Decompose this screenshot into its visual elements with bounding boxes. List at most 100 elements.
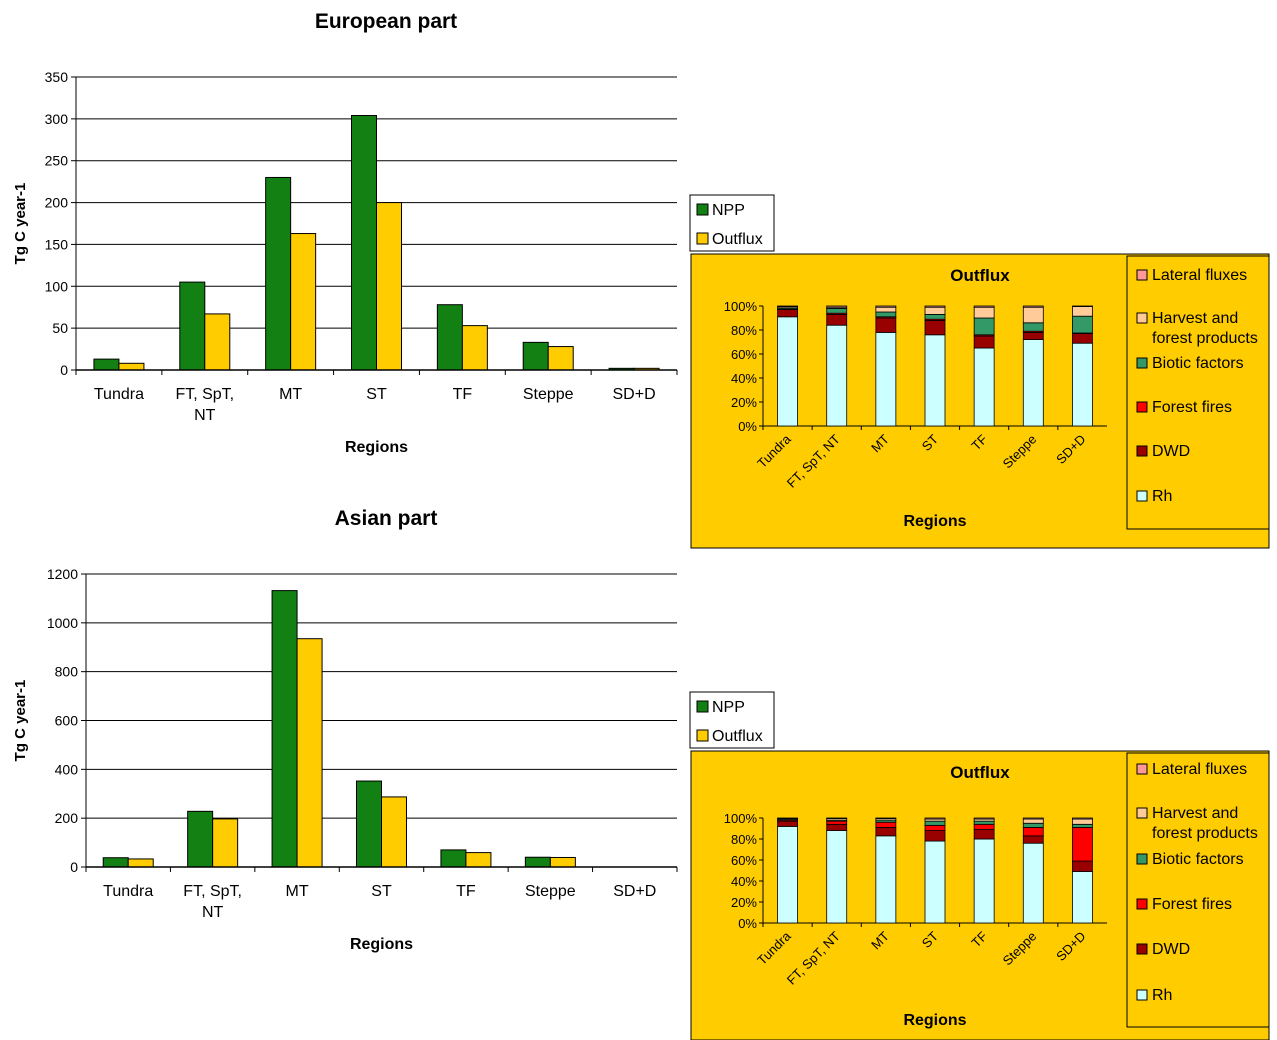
y-axis-label: Tg C year-1 (12, 183, 29, 265)
x-tick-label: MT (286, 883, 309, 900)
bar-npp (271, 590, 298, 868)
bar-npp (93, 358, 120, 371)
x-tick-label-line: TF (453, 386, 473, 403)
y-tick-label: 400 (55, 761, 79, 777)
segment-lateral-fluxes (973, 817, 995, 820)
segment-rh (1072, 342, 1093, 427)
x-tick-label-line: TF (456, 883, 476, 900)
legend-label: Biotic factors (1152, 355, 1244, 372)
legend-label-line: Lateral fluxes (1152, 761, 1247, 778)
legend-label-line: Biotic factors (1152, 355, 1244, 372)
legend-label-line: forest products (1152, 330, 1258, 347)
legend: Lateral fluxes Harvest and forest products… (1126, 255, 1270, 530)
segment-lateral-fluxes (826, 305, 848, 308)
bar-chart-asian: Asian part 0 200 400 600 800 1000 1200 Tundra FT,… (12, 507, 775, 953)
segment-harvest-and-forest-products (875, 306, 897, 313)
segment-biotic-factors (924, 313, 946, 320)
segment-biotic-factors (826, 307, 848, 314)
bar-outflux (127, 858, 154, 868)
x-tick-label-line: Tundra (94, 386, 144, 403)
x-axis-label: Regions (350, 936, 413, 953)
segment-biotic-factors (1072, 315, 1093, 334)
y-tick-label: 60% (731, 853, 757, 868)
bar-outflux (381, 796, 407, 868)
x-tick-label: TF (453, 386, 473, 403)
segment-lateral-fluxes (777, 817, 798, 819)
x-tick-label: ST (371, 883, 392, 900)
x-tick-label-line: FT, SpT, (175, 386, 234, 403)
x-tick-label-line: SD+D (613, 386, 656, 403)
y-tick-label: 200 (45, 195, 69, 211)
x-tick-label-line: Steppe (523, 386, 574, 403)
segment-rh (1072, 871, 1093, 924)
legend-swatch (696, 729, 709, 742)
legend-swatch (1136, 312, 1148, 324)
y-tick-label: 250 (45, 153, 69, 169)
legend-swatch (1136, 898, 1148, 910)
segment-lateral-fluxes (1072, 305, 1093, 308)
legend-label-line: Biotic factors (1152, 851, 1244, 868)
segment-lateral-fluxes (1022, 305, 1044, 308)
legend-label-line: DWD (1152, 443, 1190, 460)
legend-box (1126, 752, 1270, 1028)
y-tick-label: 150 (45, 236, 69, 252)
y-tick-label: 50 (52, 320, 68, 336)
segment-lateral-fluxes (826, 817, 848, 819)
x-tick-label: Steppe (523, 386, 574, 403)
legend-swatch (1136, 853, 1148, 865)
segment-lateral-fluxes (875, 817, 897, 819)
y-tick-label: 0 (70, 859, 78, 875)
legend-label: DWD (1152, 941, 1190, 958)
legend: NPP Outflux (689, 194, 775, 252)
x-tick-label: TF (456, 883, 476, 900)
bar-outflux (465, 852, 492, 868)
segment-dwd (1022, 331, 1044, 340)
legend-label: Harvest and forest products (1152, 310, 1258, 347)
x-tick-label: Tundra (94, 386, 144, 403)
x-tick-label-line: MT (286, 883, 309, 900)
legend-label: Outflux (712, 231, 763, 248)
segment-harvest-and-forest-products (1072, 306, 1093, 317)
x-tick-label: FT, SpT, NT (175, 386, 234, 424)
segment-rh (1022, 842, 1044, 924)
segment-rh (973, 838, 995, 924)
segment-dwd (924, 830, 946, 842)
segment-biotic-factors (973, 317, 995, 336)
bar-outflux (296, 638, 323, 868)
bar-outflux (547, 346, 574, 371)
segment-dwd (777, 820, 798, 827)
legend-label-line: Lateral fluxes (1152, 267, 1247, 284)
segment-biotic-factors (924, 820, 946, 826)
legend-label: Rh (1152, 987, 1172, 1004)
segment-biotic-factors (875, 311, 897, 318)
bar-outflux (204, 313, 231, 371)
legend-label: Biotic factors (1152, 851, 1244, 868)
y-tick-label: 0% (738, 419, 757, 434)
bar-npp (102, 857, 129, 868)
segment-dwd (1072, 333, 1093, 344)
segment-lateral-fluxes (924, 305, 946, 308)
legend-swatch (1136, 490, 1148, 502)
x-tick-label-line: ST (366, 386, 387, 403)
x-axis-label: Regions (345, 439, 408, 456)
segment-harvest-and-forest-products (924, 306, 946, 315)
x-tick-label: Tundra (103, 883, 153, 900)
legend-label-line: Rh (1152, 987, 1172, 1004)
legend-label: Outflux (712, 728, 763, 745)
segment-harvest-and-forest-products (1072, 818, 1093, 825)
x-tick-label-line: NT (202, 904, 224, 921)
bar-chart-european: European part 0 50 100 150 200 250 300 350 Tundra… (12, 10, 775, 456)
segment-rh (875, 835, 897, 924)
y-tick-label: 0 (60, 362, 68, 378)
legend-label: NPP (712, 202, 745, 219)
x-tick-label: SD+D (613, 883, 656, 900)
y-tick-label: 20% (731, 895, 757, 910)
x-tick-label: Steppe (525, 883, 576, 900)
y-tick-label: 80% (731, 832, 757, 847)
bar-outflux (461, 325, 488, 371)
y-tick-label: 100% (724, 299, 758, 314)
segment-lateral-fluxes (777, 305, 798, 308)
x-tick-label-line: MT (279, 386, 302, 403)
segment-rh (924, 840, 946, 924)
